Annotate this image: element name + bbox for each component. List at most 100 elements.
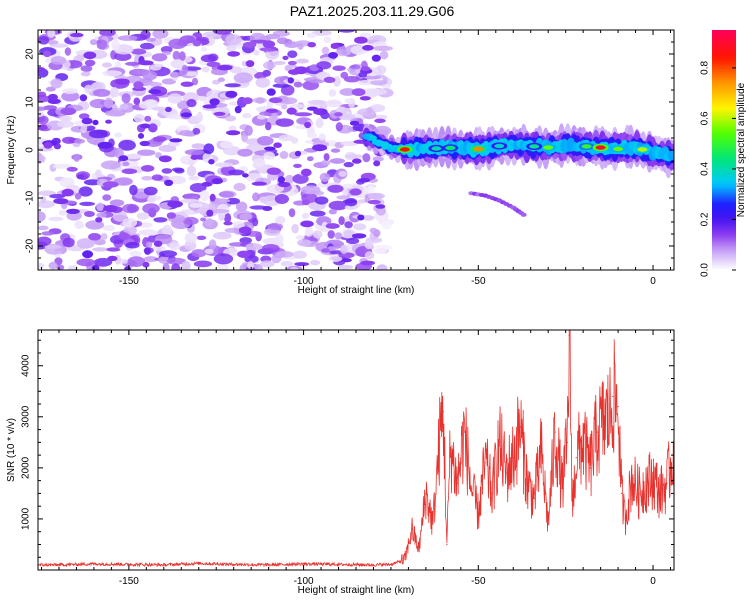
noise-cell bbox=[202, 66, 210, 73]
noise-cell bbox=[146, 197, 156, 203]
noise-cell bbox=[328, 255, 343, 262]
noise-peak-cell bbox=[88, 233, 102, 241]
noise-peak-cell bbox=[245, 60, 255, 68]
noise-cell bbox=[289, 104, 306, 109]
y-tick-label: 3000 bbox=[21, 405, 32, 428]
noise-peak-cell bbox=[133, 97, 141, 105]
colorbar-tick-label: 0.8 bbox=[700, 61, 711, 75]
noise-cell bbox=[109, 199, 125, 207]
noise-cell bbox=[374, 114, 388, 120]
noise-cell bbox=[88, 129, 108, 139]
noise-cell bbox=[338, 170, 348, 177]
noise-cell bbox=[281, 97, 298, 105]
noise-peak-cell bbox=[107, 255, 118, 262]
noise-cell bbox=[281, 104, 288, 110]
noise-peak-cell bbox=[211, 178, 223, 185]
noise-cell bbox=[275, 233, 284, 244]
noise-cell bbox=[345, 154, 364, 159]
noise-cell bbox=[312, 30, 332, 36]
colorbar-label: Normalized spectral amplitude bbox=[736, 82, 747, 217]
noise-cell bbox=[142, 70, 158, 81]
noise-peak-cell bbox=[209, 98, 220, 106]
noise-cell bbox=[118, 139, 136, 151]
noise-cell bbox=[184, 232, 198, 244]
noise-cell bbox=[96, 212, 107, 218]
noise-peak-cell bbox=[166, 212, 177, 219]
noise-cell bbox=[61, 91, 80, 102]
noise-cell bbox=[83, 179, 102, 186]
noise-peak-cell bbox=[223, 221, 233, 226]
noise-cell bbox=[245, 243, 263, 251]
noise-cell bbox=[139, 222, 153, 228]
noise-peak-cell bbox=[375, 204, 386, 209]
noise-cell bbox=[233, 182, 246, 192]
colorbar: 0.0 0.2 0.4 0.6 0.8 Normalized spectral ampli… bbox=[700, 30, 747, 277]
snr-point bbox=[390, 563, 392, 566]
noise-cell bbox=[291, 223, 299, 234]
noise-cell bbox=[316, 61, 332, 70]
snr-point bbox=[491, 492, 493, 494]
snr-point bbox=[617, 406, 619, 408]
noise-cell bbox=[304, 226, 314, 237]
noise-cell bbox=[117, 35, 138, 41]
snr-point bbox=[163, 564, 165, 566]
noise-cell bbox=[84, 59, 96, 67]
noise-cell bbox=[58, 209, 67, 216]
noise-cell bbox=[200, 46, 208, 52]
noise-cell bbox=[160, 46, 173, 53]
noise-peak-cell bbox=[144, 247, 151, 255]
x-tick-label: -100 bbox=[294, 276, 314, 287]
snr-point bbox=[589, 467, 591, 469]
snr-point bbox=[610, 411, 612, 413]
noise-cell bbox=[323, 76, 336, 83]
noise-cell bbox=[90, 82, 102, 90]
noise-cell bbox=[141, 175, 154, 181]
noise-peak-cell bbox=[360, 66, 371, 72]
noise-cell bbox=[197, 95, 207, 102]
noise-cell bbox=[145, 37, 156, 42]
noise-cell bbox=[196, 111, 204, 123]
noise-cell bbox=[345, 198, 358, 207]
noise-peak-cell bbox=[360, 260, 376, 266]
noise-peak-cell bbox=[97, 141, 113, 149]
noise-cell bbox=[306, 32, 317, 39]
noise-cell bbox=[136, 212, 149, 220]
noise-cell bbox=[208, 239, 217, 251]
snr-point bbox=[596, 431, 598, 433]
noise-cell bbox=[59, 115, 73, 122]
noise-cell bbox=[265, 33, 281, 40]
noise-cell bbox=[182, 92, 199, 103]
noise-cell bbox=[125, 61, 140, 66]
snr-point bbox=[568, 334, 570, 336]
noise-cell bbox=[328, 89, 337, 97]
noise-cell bbox=[253, 49, 260, 56]
noise-cell bbox=[321, 248, 330, 253]
noise-peak-cell bbox=[321, 109, 328, 115]
noise-cell bbox=[112, 211, 128, 222]
noise-cell bbox=[170, 59, 185, 69]
noise-cell bbox=[189, 202, 203, 208]
noise-peak-cell bbox=[141, 165, 155, 172]
noise-cell bbox=[267, 222, 283, 231]
noise-cell bbox=[48, 216, 64, 222]
noise-peak-cell bbox=[190, 154, 199, 160]
noise-cell bbox=[297, 239, 312, 247]
noise-cell bbox=[151, 53, 168, 62]
noise-peak-cell bbox=[242, 173, 249, 178]
snr-point bbox=[198, 562, 200, 565]
noise-cell bbox=[80, 65, 93, 72]
noise-peak-cell bbox=[66, 208, 80, 214]
noise-cell bbox=[121, 168, 138, 175]
noise-cell bbox=[158, 144, 177, 153]
noise-cell bbox=[137, 149, 156, 156]
noise-peak-cell bbox=[153, 240, 163, 247]
noise-cell bbox=[293, 81, 303, 88]
noise-cell bbox=[169, 242, 181, 251]
noise-cell bbox=[296, 58, 309, 64]
noise-cell bbox=[171, 263, 181, 270]
noise-cell bbox=[253, 264, 264, 270]
snr-point bbox=[432, 523, 434, 525]
noise-peak-cell bbox=[61, 188, 74, 197]
snr-point bbox=[303, 563, 305, 565]
noise-peak-cell bbox=[209, 193, 216, 202]
